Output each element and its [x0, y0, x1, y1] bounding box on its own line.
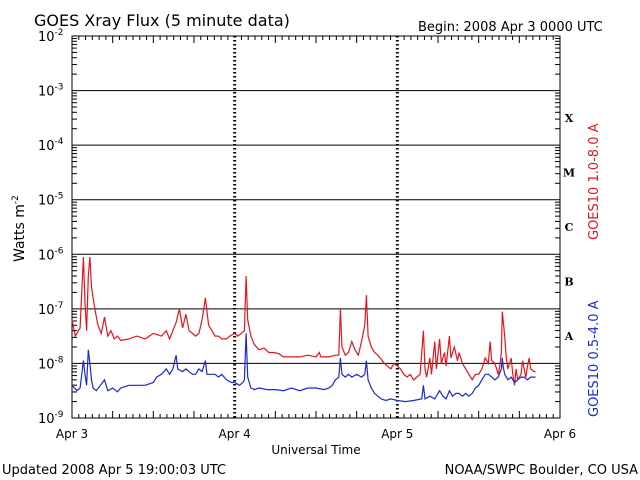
- y-tick-exponent: -3: [55, 83, 64, 93]
- y-tick-base: 10: [38, 357, 55, 372]
- x-axis-label: Universal Time: [271, 443, 360, 457]
- y-tick-exponent: -8: [55, 355, 64, 365]
- x-tick-label: Apr 3: [56, 427, 88, 441]
- y-tick-base: 10: [38, 412, 55, 427]
- flare-class-labels: A B C M X: [563, 112, 575, 343]
- plot-frame: [71, 35, 561, 419]
- y-tick-label: 10-5: [38, 192, 64, 209]
- y-tick-base: 10: [38, 303, 55, 318]
- y-tick-exponent: -7: [55, 301, 64, 311]
- chart-title: GOES Xray Flux (5 minute data): [34, 11, 290, 30]
- grid-lines: [72, 90, 560, 364]
- flare-class-label: C: [565, 221, 574, 234]
- y-tick-base: 10: [38, 30, 55, 45]
- y-tick-exponent: -9: [55, 410, 64, 420]
- x-tick-labels: Apr 3 Apr 4 Apr 5 Apr 6: [56, 427, 576, 441]
- x-tick-label: Apr 4: [219, 427, 251, 441]
- x-tick-label: Apr 6: [544, 427, 576, 441]
- flare-class-label: M: [563, 166, 575, 179]
- flare-class-label: B: [564, 276, 573, 289]
- y-tick-base: 10: [38, 248, 55, 263]
- updated-timestamp: Updated 2008 Apr 5 19:00:03 UTC: [2, 463, 226, 478]
- y-tick-exponent: -4: [55, 137, 64, 147]
- y-tick-label: 10-6: [38, 246, 64, 263]
- y-tick-label: 10-7: [38, 301, 64, 318]
- x-tick-label: Apr 5: [381, 427, 413, 441]
- series-line-long-channel: [71, 256, 536, 386]
- begin-label: Begin: 2008 Apr 3 0000 UTC: [418, 20, 603, 35]
- y-tick-labels: 10-910-810-710-610-510-410-310-2: [38, 28, 64, 427]
- y-axis-label: Watts m-2: [11, 195, 28, 262]
- y-tick-label: 10-3: [38, 83, 64, 100]
- y-tick-base: 10: [38, 194, 55, 209]
- y-axis-label-superscript: -2: [11, 195, 21, 204]
- flare-class-label: A: [564, 330, 574, 343]
- y-tick-label: 10-8: [38, 355, 64, 372]
- minor-ticks: [72, 36, 560, 418]
- y-tick-exponent: -2: [55, 28, 64, 38]
- y-axis-label-text: Watts m: [12, 204, 28, 262]
- y-tick-label: 10-9: [38, 410, 64, 427]
- y-tick-base: 10: [38, 139, 55, 154]
- y-tick-label: 10-4: [38, 137, 64, 154]
- y-tick-base: 10: [38, 85, 55, 100]
- credit-text: NOAA/SWPC Boulder, CO USA: [445, 463, 638, 478]
- flare-class-label: X: [565, 112, 574, 125]
- legend-short-channel: GOES10 0.5-4.0 A: [587, 300, 602, 417]
- y-tick-exponent: -6: [55, 246, 64, 256]
- series-line-short-channel: [71, 333, 536, 403]
- y-tick-exponent: -5: [55, 192, 64, 202]
- legend-long-channel: GOES10 1.0-8.0 A: [587, 123, 602, 240]
- y-tick-label: 10-2: [38, 28, 64, 45]
